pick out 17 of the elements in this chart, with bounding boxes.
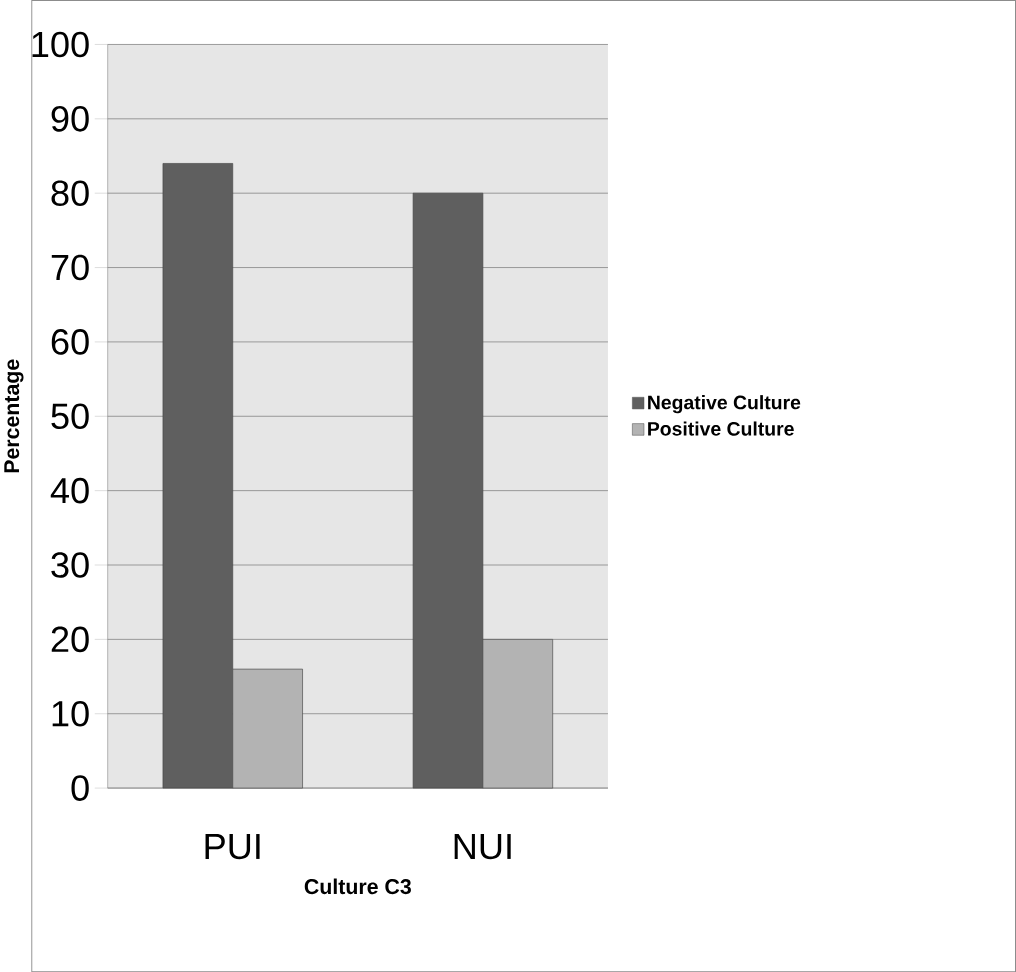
y-tick-label: 40 [50,477,89,504]
y-tick-label: 80 [51,180,89,206]
y-tick-label: 10 [52,700,89,727]
x-tick-label: PUI [205,833,260,860]
y-tick-label: 50 [51,403,89,429]
y-tick-label: 20 [51,626,89,653]
legend-label: Positive Culture [648,421,794,436]
y-tick-label: 60 [51,329,89,355]
y-tick-label: 90 [51,105,89,132]
legend-label: Negative Culture [648,395,801,414]
y-axis-title: Percentage [4,359,24,473]
x-axis-title: Culture C3 [304,878,411,895]
y-tick-label: 100 [32,31,89,58]
y-tick-label: 0 [71,775,89,801]
x-tick-label: NUI [454,833,511,860]
y-tick-label: 30 [51,552,89,578]
y-tick-label: 70 [51,254,89,281]
